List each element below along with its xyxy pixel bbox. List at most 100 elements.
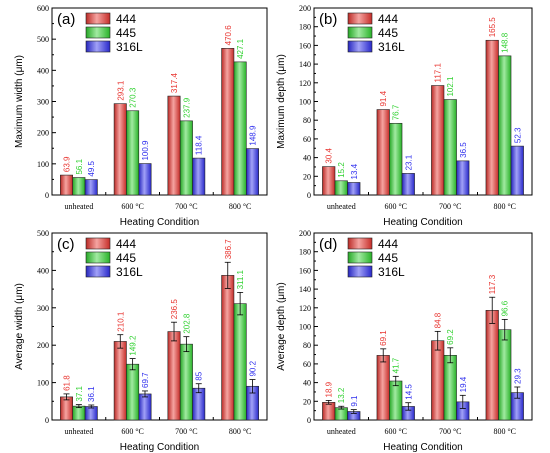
- legend-swatch-316L: [347, 265, 373, 278]
- y-tick-label: 0: [45, 416, 49, 425]
- bar-445-2: [443, 354, 457, 421]
- bar-445-3: [233, 303, 247, 421]
- legend-swatch-445: [85, 251, 111, 264]
- bar-444-1: [376, 109, 390, 196]
- x-tick-label: 700 °C: [175, 202, 198, 211]
- legend-label: 444: [378, 12, 398, 26]
- legend-label: 445: [378, 251, 398, 265]
- y-tick-label: 500: [37, 229, 49, 238]
- x-tick-label: unheated: [64, 427, 93, 436]
- x-tick-label: 800 °C: [493, 202, 516, 211]
- legend-swatch-445: [347, 26, 373, 39]
- x-tick-label: 600 °C: [121, 202, 144, 211]
- bar-444-1: [376, 355, 390, 421]
- data-label: 69.1: [379, 330, 388, 346]
- panel-a: 0 100 200 300 400 500 600 unheated 63.9 56.1 49.5 6…: [14, 4, 268, 228]
- bar-444-3: [221, 48, 235, 196]
- data-label: 149.2: [129, 335, 138, 356]
- y-tick-label: 120: [299, 304, 311, 313]
- data-label: 76.7: [392, 104, 401, 120]
- legend-label: 444: [116, 12, 136, 26]
- legend-swatch-445: [85, 26, 111, 39]
- y-axis-label: Maximum width (μm): [14, 55, 25, 148]
- data-label: 148.9: [248, 125, 257, 146]
- panel-b: 020406080100120140160180200unheated30.41…: [276, 4, 533, 228]
- data-label: 49.5: [87, 160, 96, 176]
- y-tick-label: 80: [303, 116, 311, 125]
- x-tick-label: 700 °C: [175, 427, 198, 436]
- data-label: 117.1: [434, 63, 443, 83]
- data-label: 69.7: [141, 372, 150, 388]
- bar-316L-0: [84, 179, 98, 196]
- bar-444-2: [431, 85, 445, 196]
- bar-316L-0: [84, 406, 98, 421]
- bar-445-1: [389, 122, 403, 196]
- data-label: 37.1: [75, 386, 84, 402]
- y-tick-label: 0: [307, 416, 311, 425]
- bar-445-1: [126, 110, 140, 196]
- x-tick-label: 800 °C: [229, 202, 252, 211]
- x-tick-label: unheated: [327, 427, 356, 436]
- bar-445-1: [126, 363, 140, 421]
- data-label: 470.6: [224, 25, 233, 46]
- legend-label: 444: [116, 237, 136, 251]
- data-label: 56.1: [75, 158, 84, 174]
- data-label: 100.9: [141, 140, 150, 161]
- bar-445-2: [179, 120, 193, 196]
- bar-316L-2: [456, 160, 470, 196]
- bar-444-2: [167, 331, 181, 421]
- y-tick-label: 140: [299, 285, 311, 294]
- bar-444-1: [113, 103, 127, 196]
- data-label: 84.8: [434, 312, 443, 328]
- x-tick-label: 600 °C: [384, 202, 407, 211]
- x-axis-label: Heating Condition: [120, 442, 200, 453]
- data-label: 36.5: [459, 142, 468, 158]
- x-axis-label: Heating Condition: [120, 217, 200, 228]
- legend-swatch-316L: [347, 40, 373, 53]
- y-tick-label: 200: [37, 341, 49, 350]
- legend-label: 316L: [116, 40, 143, 54]
- y-tick-label: 20: [303, 172, 311, 181]
- data-label: 52.3: [513, 127, 522, 143]
- x-tick-label: 800 °C: [493, 427, 516, 436]
- bar-444-0: [322, 166, 336, 196]
- y-tick-label: 160: [299, 41, 311, 50]
- bar-316L-3: [510, 145, 524, 196]
- legend-label: 316L: [116, 265, 143, 279]
- x-tick-label: 800 °C: [229, 427, 252, 436]
- y-tick-label: 40: [303, 154, 311, 163]
- data-label: 91.4: [379, 90, 388, 106]
- y-tick-label: 100: [299, 323, 311, 332]
- x-tick-label: 700 °C: [439, 427, 462, 436]
- y-axis-label: Maximum depth (μm): [276, 54, 287, 149]
- legend-label: 445: [116, 251, 136, 265]
- panel-label: (d): [319, 236, 337, 253]
- y-tick-label: 120: [299, 79, 311, 88]
- bar-316L-1: [138, 163, 152, 196]
- bar-316L-3: [246, 148, 259, 196]
- x-tick-label: 600 °C: [121, 427, 144, 436]
- data-label: 19.4: [459, 376, 468, 392]
- data-label: 165.5: [488, 17, 497, 38]
- data-label: 13.4: [350, 163, 359, 179]
- data-label: 30.4: [325, 147, 334, 163]
- data-label: 15.2: [337, 162, 346, 178]
- y-tick-label: 160: [299, 266, 311, 275]
- legend-label: 445: [116, 26, 136, 40]
- data-label: 41.7: [392, 357, 401, 373]
- panel-label: (b): [319, 11, 337, 28]
- legend-label: 444: [378, 237, 398, 251]
- y-tick-label: 180: [299, 248, 311, 257]
- panel-label: (a): [57, 11, 75, 28]
- legend-swatch-444: [347, 237, 373, 250]
- data-label: 90.2: [248, 360, 257, 376]
- data-label: 29.3: [513, 368, 522, 384]
- y-tick-label: 200: [37, 129, 49, 138]
- bar-444-2: [431, 340, 445, 421]
- bar-445-0: [72, 177, 86, 196]
- y-tick-label: 400: [37, 266, 49, 275]
- data-label: 117.3: [488, 274, 497, 294]
- bar-445-1: [389, 380, 403, 421]
